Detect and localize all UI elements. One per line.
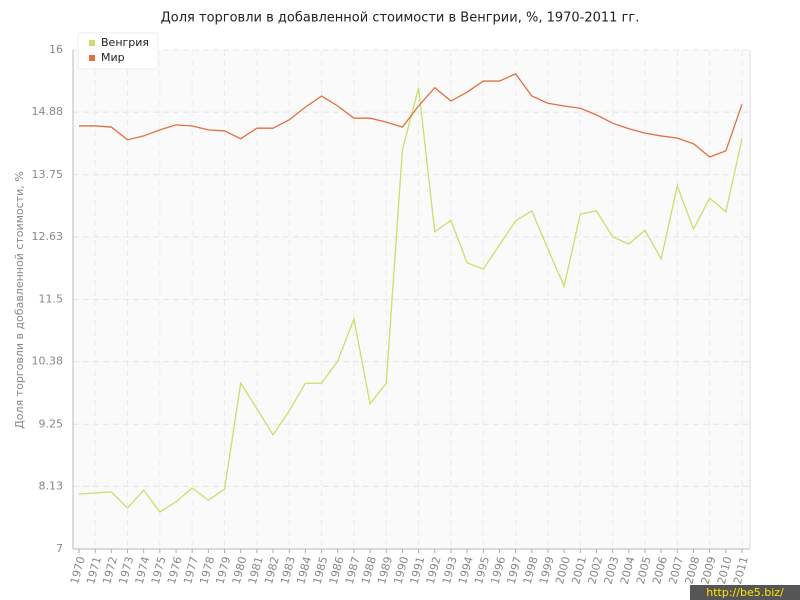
y-axis-label: Доля торговли в добавленной стоимости, % [13, 171, 26, 429]
chart-title: Доля торговли в добавленной стоимости в … [161, 11, 640, 26]
legend-swatch [89, 55, 95, 61]
legend-swatch [89, 40, 95, 46]
y-tick-label: 11.5 [39, 293, 64, 306]
legend-label: Мир [101, 51, 125, 64]
line-series [79, 73, 743, 158]
line-series [78, 87, 743, 513]
y-tick-label: 13.75 [32, 168, 64, 181]
y-tick-label: 14.88 [32, 105, 64, 118]
y-tick-label: 8.13 [39, 479, 64, 492]
y-tick-label: 7 [56, 542, 63, 555]
y-tick-label: 10.38 [32, 355, 64, 368]
legend-box [77, 32, 159, 70]
y-tick-label: 16 [49, 43, 63, 56]
legend-label: Венгрия [101, 36, 149, 49]
watermark-bg [690, 585, 800, 600]
y-tick-label: 9.25 [39, 417, 64, 430]
watermark: http://be5.biz/ [706, 586, 784, 599]
y-tick-label: 12.63 [32, 230, 64, 243]
